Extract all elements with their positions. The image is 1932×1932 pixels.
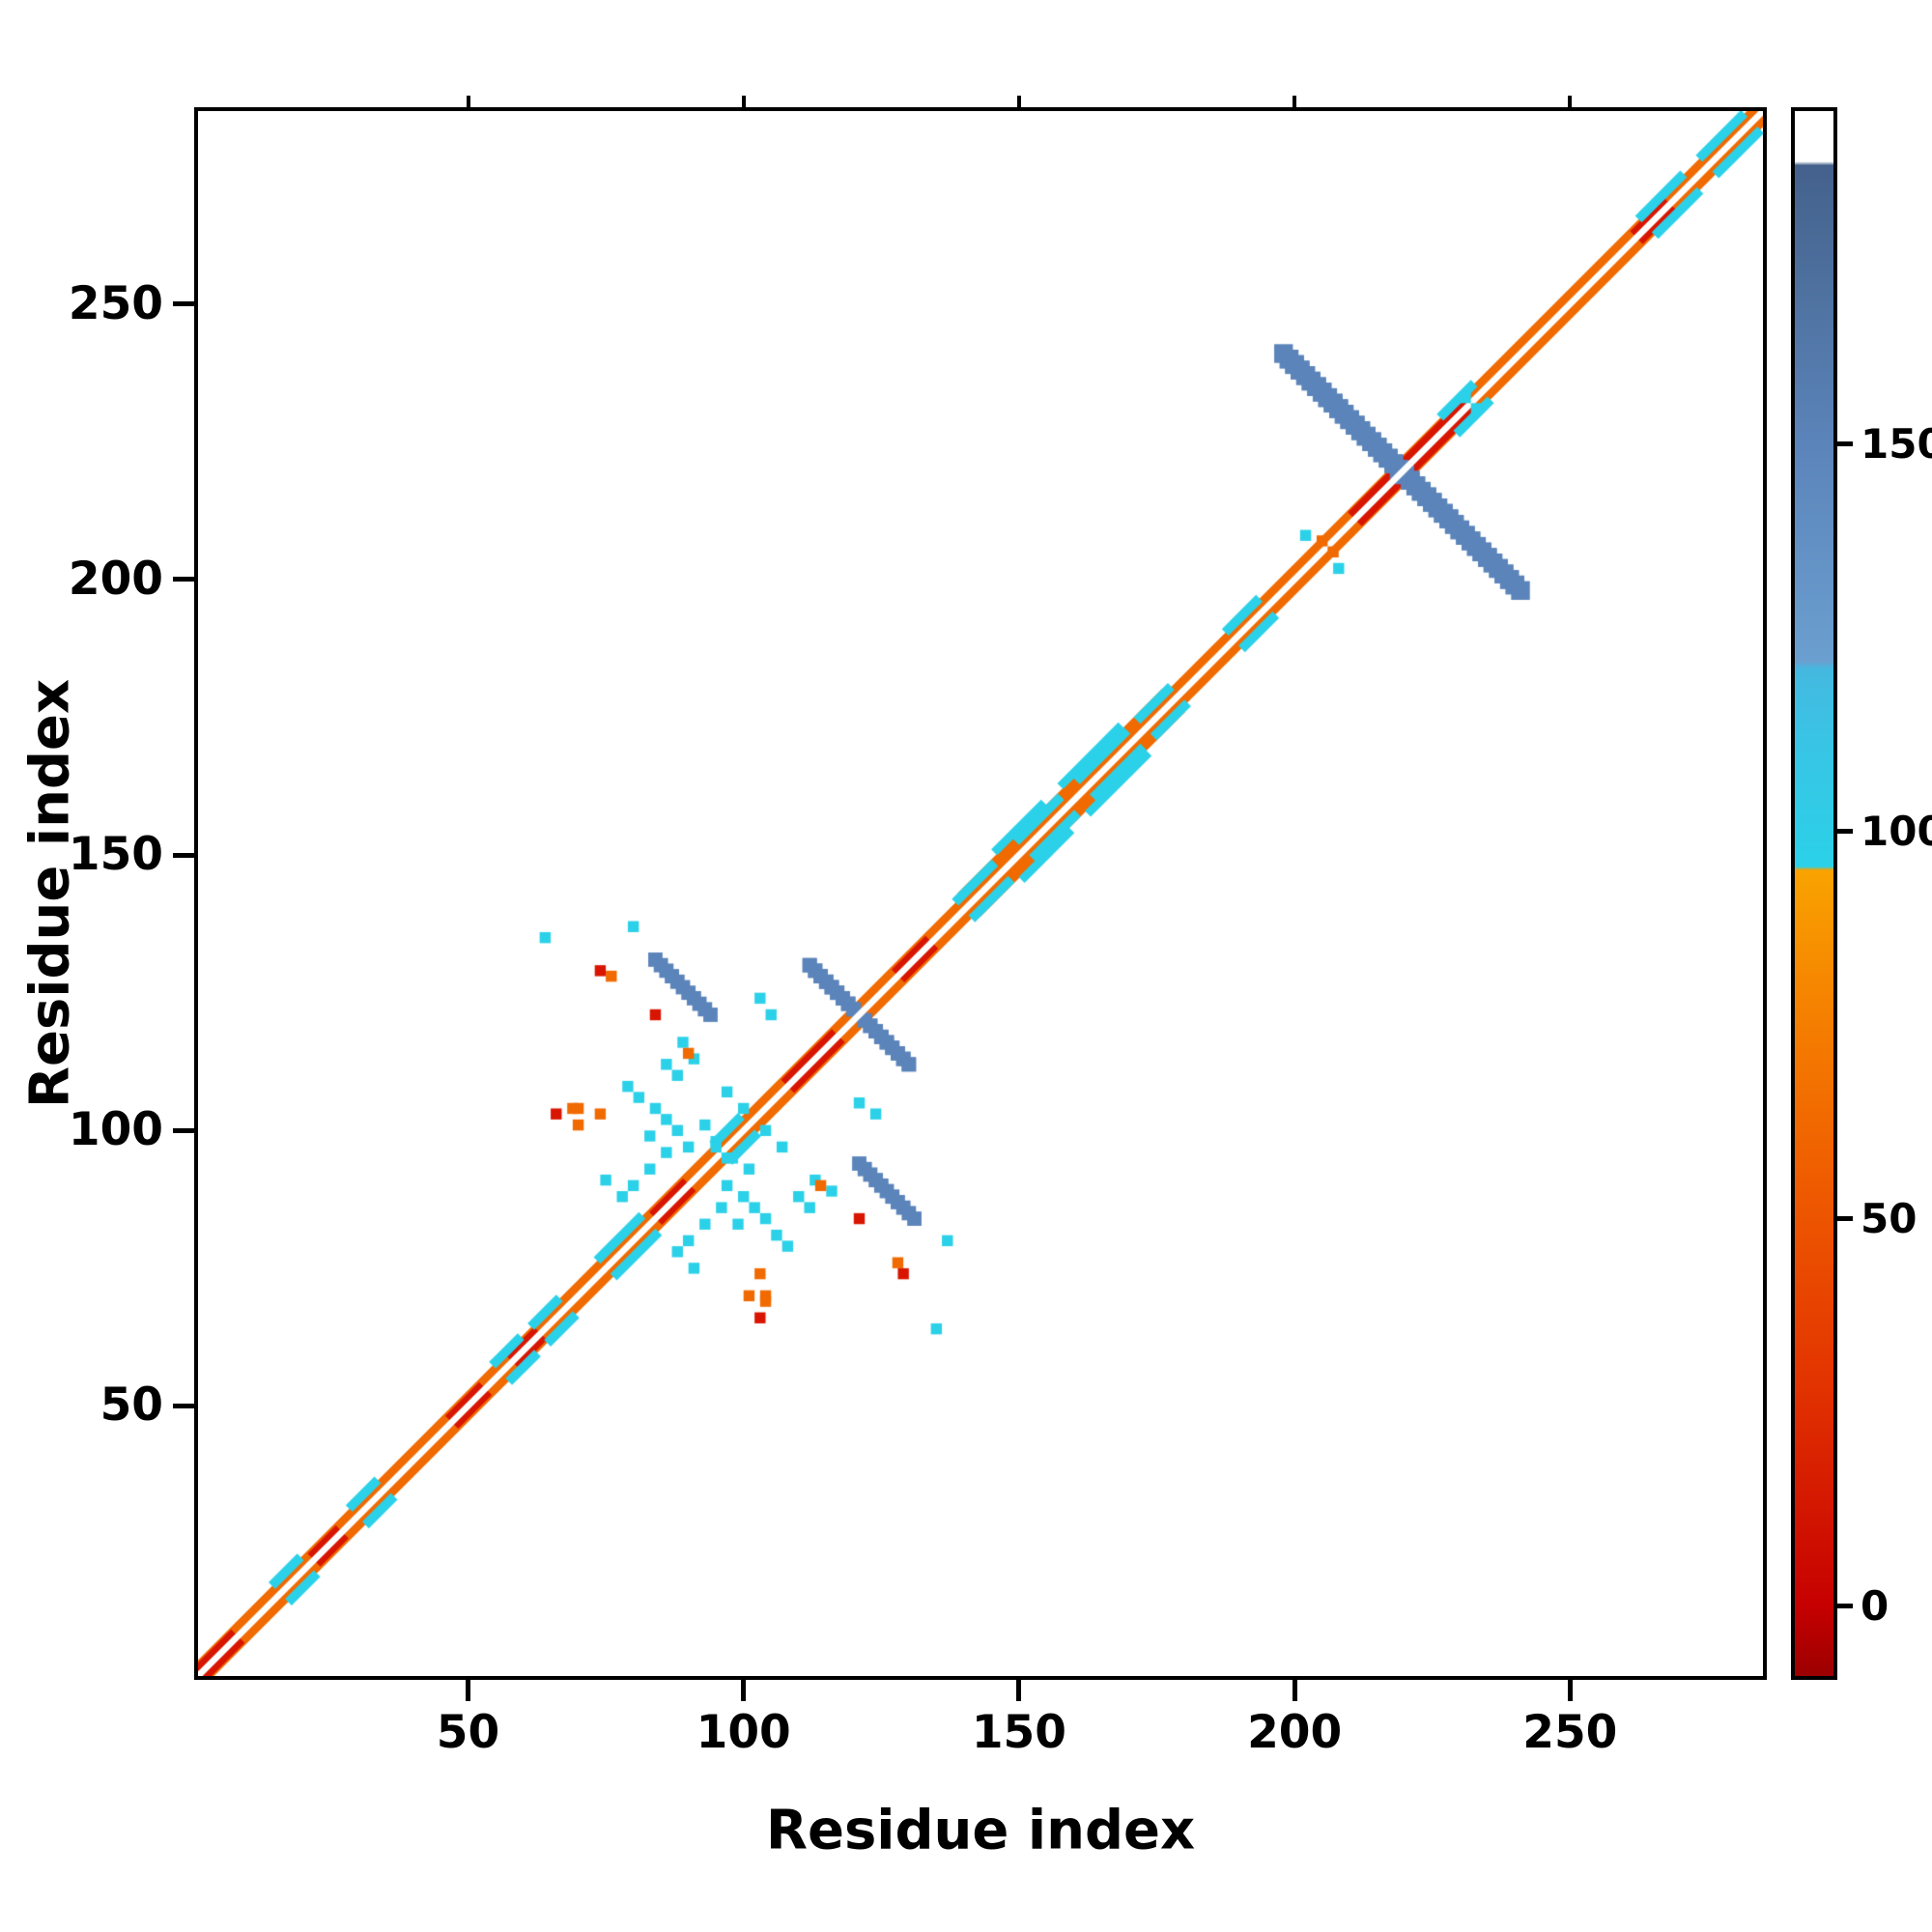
y-tick-label: 150 bbox=[68, 828, 163, 882]
y-tick-mark bbox=[173, 1127, 194, 1133]
x-tick-mark bbox=[741, 1680, 747, 1701]
x-axis-label: Residue index bbox=[765, 1799, 1196, 1862]
colorbar-tick-mark bbox=[1837, 1604, 1853, 1609]
colorbar-tick-mark bbox=[1837, 829, 1853, 835]
y-tick-mark bbox=[173, 301, 194, 307]
x-tick-mark-top bbox=[1016, 96, 1021, 107]
colorbar-tick-label: 50 bbox=[1861, 1194, 1918, 1242]
x-tick-mark bbox=[1016, 1680, 1022, 1701]
y-tick-label: 250 bbox=[68, 276, 163, 330]
x-tick-mark-top bbox=[1293, 96, 1297, 107]
x-tick-mark-top bbox=[466, 96, 470, 107]
plot-area bbox=[194, 107, 1767, 1680]
colorbar-tick-label: 150 bbox=[1861, 419, 1932, 468]
x-tick-mark bbox=[466, 1680, 470, 1701]
y-tick-label: 200 bbox=[68, 552, 163, 606]
y-tick-label: 100 bbox=[68, 1103, 163, 1157]
x-tick-mark-top bbox=[741, 96, 746, 107]
colorbar-tick-label: 0 bbox=[1861, 1581, 1889, 1630]
contact-map-canvas bbox=[198, 111, 1763, 1676]
x-tick-label: 200 bbox=[1247, 1706, 1343, 1759]
colorbar-tick-mark bbox=[1837, 1216, 1853, 1222]
y-axis-label: Residue index bbox=[18, 678, 82, 1109]
x-tick-label: 50 bbox=[436, 1706, 500, 1759]
x-tick-label: 150 bbox=[971, 1706, 1066, 1759]
colorbar-tick-label: 100 bbox=[1861, 807, 1932, 855]
x-tick-mark bbox=[1567, 1680, 1573, 1701]
colorbar-tick-mark bbox=[1837, 441, 1853, 447]
y-tick-mark bbox=[173, 852, 194, 858]
y-tick-mark bbox=[173, 577, 194, 582]
colorbar bbox=[1791, 107, 1837, 1680]
x-tick-mark-top bbox=[1568, 96, 1573, 107]
x-tick-label: 250 bbox=[1522, 1706, 1618, 1759]
y-tick-mark bbox=[173, 1403, 194, 1408]
x-tick-label: 100 bbox=[696, 1706, 791, 1759]
x-tick-mark bbox=[1292, 1680, 1297, 1701]
colorbar-gradient bbox=[1795, 111, 1833, 1676]
y-tick-label: 50 bbox=[99, 1378, 163, 1433]
